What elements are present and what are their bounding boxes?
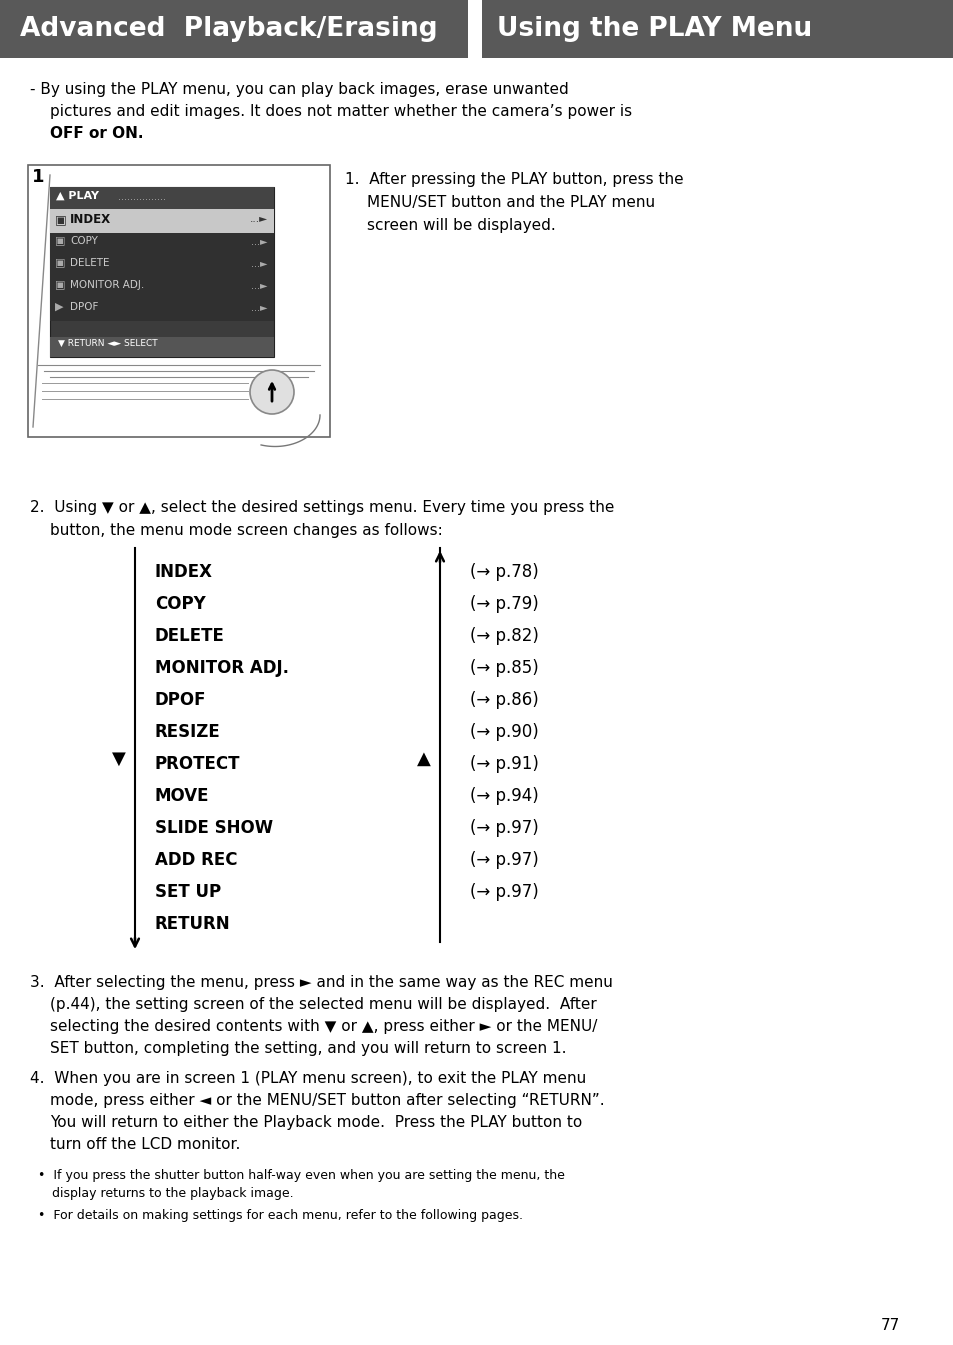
Text: Advanced  Playback/Erasing: Advanced Playback/Erasing	[20, 16, 437, 42]
Text: MONITOR ADJ.: MONITOR ADJ.	[154, 659, 289, 677]
Text: MONITOR ADJ.: MONITOR ADJ.	[70, 280, 144, 291]
Text: ▼ RETURN ◄► SELECT: ▼ RETURN ◄► SELECT	[58, 339, 157, 348]
Text: ▣: ▣	[55, 280, 66, 291]
Bar	[50, 256, 274, 277]
Bar	[50, 187, 274, 208]
Text: ADD REC: ADD REC	[154, 851, 237, 869]
Text: (→ p.97): (→ p.97)	[470, 851, 538, 869]
Text: •  If you press the shutter button half-way even when you are setting the menu, : • If you press the shutter button half-w…	[38, 1169, 564, 1182]
Text: 1.  After pressing the PLAY button, press the: 1. After pressing the PLAY button, press…	[345, 172, 683, 187]
Text: (→ p.79): (→ p.79)	[470, 594, 538, 613]
Text: (→ p.86): (→ p.86)	[470, 691, 538, 709]
Text: OFF or ON.: OFF or ON.	[50, 126, 143, 141]
Text: DELETE: DELETE	[154, 627, 225, 646]
Text: MOVE: MOVE	[154, 787, 210, 806]
Text: display returns to the playback image.: display returns to the playback image.	[52, 1188, 294, 1200]
Text: (→ p.94): (→ p.94)	[470, 787, 538, 806]
Text: DPOF: DPOF	[154, 691, 206, 709]
Text: ▣: ▣	[55, 258, 66, 268]
Text: ...►: ...►	[252, 281, 268, 291]
Bar	[50, 208, 274, 233]
Text: INDEX: INDEX	[154, 564, 213, 581]
Text: ▶: ▶	[55, 303, 64, 312]
Text: 3.  After selecting the menu, press ► and in the same way as the REC menu: 3. After selecting the menu, press ► and…	[30, 975, 612, 990]
Bar	[50, 338, 274, 356]
Text: (→ p.90): (→ p.90)	[470, 724, 538, 741]
Text: ...►: ...►	[250, 214, 268, 225]
Text: (→ p.78): (→ p.78)	[470, 564, 538, 581]
Text: selecting the desired contents with ▼ or ▲, press either ► or the MENU/: selecting the desired contents with ▼ or…	[50, 1020, 597, 1034]
Bar	[50, 277, 274, 299]
Text: ................: ................	[118, 192, 166, 202]
Text: ▣: ▣	[55, 213, 67, 226]
Text: ▼: ▼	[112, 751, 126, 768]
Text: - By using the PLAY menu, you can play back images, erase unwanted: - By using the PLAY menu, you can play b…	[30, 82, 568, 97]
Text: turn off the LCD monitor.: turn off the LCD monitor.	[50, 1137, 240, 1153]
Text: PROTECT: PROTECT	[154, 755, 240, 773]
Bar	[0, 0, 468, 58]
Text: RESIZE: RESIZE	[154, 724, 220, 741]
Text: (→ p.82): (→ p.82)	[470, 627, 538, 646]
Bar	[481, 0, 953, 58]
Text: ▲ PLAY: ▲ PLAY	[56, 191, 99, 200]
Text: screen will be displayed.: screen will be displayed.	[367, 218, 556, 233]
Text: SLIDE SHOW: SLIDE SHOW	[154, 819, 273, 837]
Text: Using the PLAY Menu: Using the PLAY Menu	[497, 16, 811, 42]
Text: MENU/SET button and the PLAY menu: MENU/SET button and the PLAY menu	[367, 195, 655, 210]
Text: 1: 1	[32, 168, 45, 186]
Text: DPOF: DPOF	[70, 303, 98, 312]
Text: 4.  When you are in screen 1 (PLAY menu screen), to exit the PLAY menu: 4. When you are in screen 1 (PLAY menu s…	[30, 1071, 586, 1085]
Text: (p.44), the setting screen of the selected menu will be displayed.  After: (p.44), the setting screen of the select…	[50, 997, 597, 1011]
Bar	[50, 299, 274, 321]
Text: (→ p.85): (→ p.85)	[470, 659, 538, 677]
Text: (→ p.97): (→ p.97)	[470, 884, 538, 901]
Text: You will return to either the Playback mode.  Press the PLAY button to: You will return to either the Playback m…	[50, 1115, 581, 1130]
Bar	[50, 233, 274, 256]
Text: 2.  Using ▼ or ▲, select the desired settings menu. Every time you press the: 2. Using ▼ or ▲, select the desired sett…	[30, 500, 614, 515]
Text: pictures and edit images. It does not matter whether the camera’s power is: pictures and edit images. It does not ma…	[50, 104, 632, 118]
Text: (→ p.97): (→ p.97)	[470, 819, 538, 837]
Text: ...►: ...►	[252, 303, 268, 313]
Text: ...►: ...►	[252, 237, 268, 247]
Text: SET button, completing the setting, and you will return to screen 1.: SET button, completing the setting, and …	[50, 1041, 566, 1056]
Text: ▲: ▲	[416, 751, 431, 768]
Bar	[468, 0, 481, 58]
Text: INDEX: INDEX	[70, 213, 111, 226]
Text: •  For details on making settings for each menu, refer to the following pages.: • For details on making settings for eac…	[38, 1209, 522, 1223]
Text: ...►: ...►	[252, 260, 268, 269]
Text: button, the menu mode screen changes as follows:: button, the menu mode screen changes as …	[50, 523, 442, 538]
Text: COPY: COPY	[154, 594, 206, 613]
Text: mode, press either ◄ or the MENU/SET button after selecting “RETURN”.: mode, press either ◄ or the MENU/SET but…	[50, 1093, 604, 1108]
Text: ▣: ▣	[55, 235, 66, 246]
Text: DELETE: DELETE	[70, 258, 110, 268]
Text: (→ p.91): (→ p.91)	[470, 755, 538, 773]
Circle shape	[250, 370, 294, 414]
Bar	[28, 165, 330, 437]
Bar	[50, 187, 274, 356]
Text: COPY: COPY	[70, 235, 98, 246]
Text: RETURN: RETURN	[154, 915, 231, 933]
Text: 77: 77	[880, 1318, 899, 1333]
Text: SET UP: SET UP	[154, 884, 221, 901]
